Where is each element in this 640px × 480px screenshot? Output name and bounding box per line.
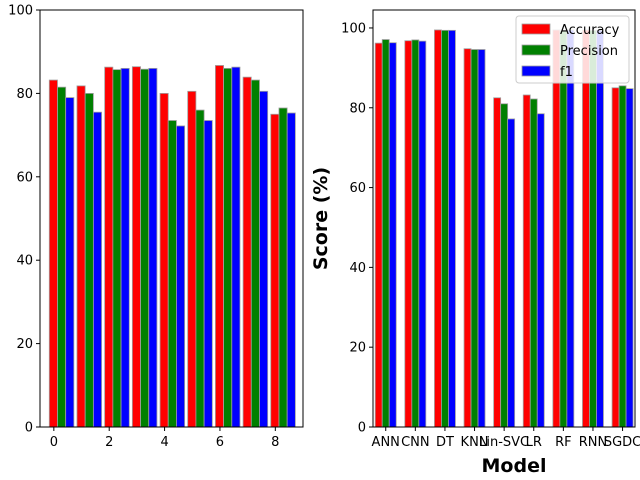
right-bar-s0-4 [493, 97, 502, 428]
left-bar-s2-6 [231, 66, 241, 428]
right-bar-s1-4 [500, 103, 509, 428]
right-ytick-label: 20 [349, 341, 366, 356]
left-bar-s0-1 [76, 85, 86, 428]
left-bar-s0-0 [48, 79, 58, 428]
left-bar-s0-2 [104, 66, 114, 428]
right-bar-s2-6 [566, 29, 575, 428]
left-bar-s0-5 [187, 90, 197, 428]
right-xlabel: Model [482, 455, 547, 477]
left-bar-s2-1 [92, 111, 102, 428]
right-bar-s2-2 [448, 29, 456, 428]
right-bar-s0-5 [522, 94, 531, 428]
right-xtick-label: DT [436, 435, 454, 450]
right-legend-label-1: Precision [560, 44, 618, 59]
right-bar-s0-7 [582, 29, 590, 428]
right-bar-s1-1 [411, 39, 420, 428]
left-ytick-label: 100 [8, 4, 33, 19]
left-xtick-label: 2 [105, 435, 113, 450]
right-ytick-label: 0 [358, 421, 366, 436]
left-bar-s1-6 [223, 67, 233, 428]
right-legend-swatch-2 [521, 65, 551, 77]
right-bar-s0-8 [611, 87, 620, 428]
left-bar-s2-2 [120, 67, 130, 428]
right-ytick-label: 100 [341, 21, 366, 36]
left-bar-s2-3 [148, 67, 158, 428]
left-bar-s0-8 [270, 113, 280, 428]
left-ytick-label: 0 [25, 421, 33, 436]
left-chart: 0 20 40 60 80 100 0 2 4 6 8 [8, 4, 304, 450]
left-bar-s0-7 [242, 76, 252, 428]
right-bar-s1-3 [470, 49, 479, 428]
right-bar-s2-1 [418, 40, 427, 428]
right-xtick-label: SGDC [604, 435, 640, 450]
right-legend-label-2: f1 [560, 65, 573, 80]
right-bar-s2-7 [596, 29, 604, 428]
right-xtick-label: RNN [579, 435, 607, 450]
right-xtick-label: Lin-SVC [479, 435, 529, 450]
right-plot-frame [372, 9, 636, 428]
right-bar-s1-8 [618, 85, 627, 428]
right-xtick-label: CNN [401, 435, 430, 450]
left-bar-s0-6 [214, 65, 224, 428]
left-bar-s1-4 [167, 120, 177, 428]
left-bar-s1-8 [278, 107, 288, 428]
right-ylabel: Score (%) [310, 167, 332, 270]
right-bar-s1-5 [529, 98, 538, 428]
left-ytick-label: 60 [16, 170, 33, 185]
right-xtick-label: ANN [372, 435, 400, 450]
right-bar-s2-8 [625, 88, 634, 428]
right-bar-s2-0 [388, 42, 397, 428]
right-bar-s2-3 [477, 49, 486, 428]
right-legend: Accuracy Precision f1 [515, 15, 630, 84]
left-bar-s2-7 [259, 90, 269, 428]
left-xtick-label: 6 [216, 435, 224, 450]
left-bar-s1-0 [57, 86, 67, 428]
right-bar-s0-6 [552, 29, 561, 428]
right-bar-s0-1 [404, 40, 413, 428]
right-bar-s0-0 [374, 42, 383, 428]
left-plot-frame [39, 9, 304, 428]
left-ytick-label: 20 [16, 337, 33, 352]
right-ytick-label: 80 [349, 101, 366, 116]
left-bar-s2-0 [65, 97, 75, 428]
left-xtick-label: 8 [271, 435, 279, 450]
left-bar-s2-5 [203, 120, 213, 428]
left-bar-s0-4 [159, 93, 169, 428]
right-bar-s1-2 [441, 29, 449, 428]
right-xtick-label: LR [526, 435, 542, 450]
right-bar-s1-7 [589, 29, 597, 428]
left-bar-s1-1 [84, 93, 94, 428]
right-legend-label-0: Accuracy [560, 23, 620, 38]
left-ytick-label: 40 [16, 254, 33, 269]
right-xtick-label: KNN [461, 435, 489, 450]
right-bar-s1-0 [381, 39, 390, 428]
left-bar-s1-7 [250, 79, 260, 428]
right-bar-s2-4 [507, 118, 516, 428]
left-bar-s2-4 [176, 125, 186, 428]
right-legend-swatch-1 [521, 44, 551, 56]
right-xtick-label: RF [555, 435, 572, 450]
left-bar-s1-2 [112, 69, 122, 428]
right-bar-s2-5 [536, 113, 545, 428]
right-bar-s1-6 [559, 30, 568, 428]
right-bar-s0-3 [463, 48, 472, 428]
left-bar-s0-3 [131, 66, 141, 428]
right-legend-swatch-0 [521, 23, 551, 35]
left-bar-s2-8 [286, 112, 296, 428]
right-ytick-label: 60 [349, 181, 366, 196]
left-ytick-label: 80 [16, 87, 33, 102]
left-xtick-label: 0 [50, 435, 58, 450]
left-xtick-label: 4 [160, 435, 168, 450]
right-bar-s0-2 [434, 29, 442, 428]
left-bar-s1-5 [195, 109, 205, 428]
left-bar-s1-3 [140, 68, 150, 428]
right-ytick-label: 40 [349, 261, 366, 276]
